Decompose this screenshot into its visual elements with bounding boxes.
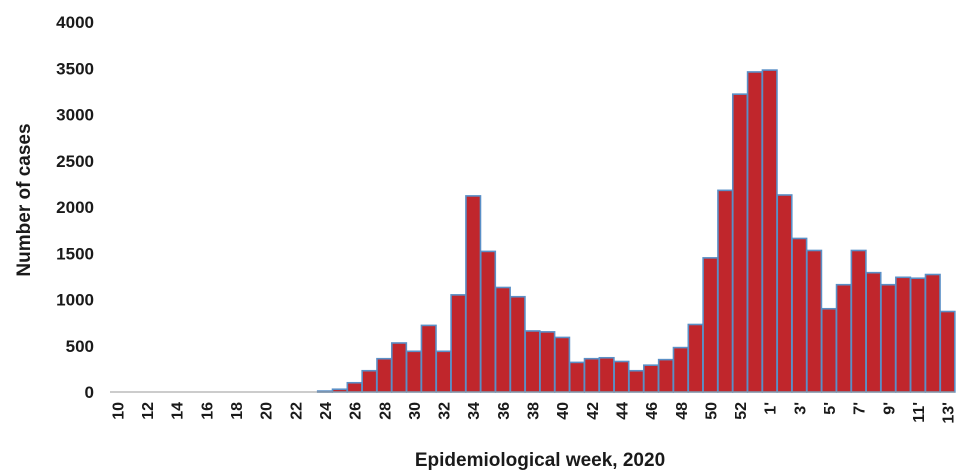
bar — [939, 310, 956, 393]
bar — [717, 189, 734, 393]
bar — [583, 357, 600, 393]
x-tick-label: 10 — [110, 402, 127, 420]
bar — [554, 336, 571, 393]
bar — [865, 271, 882, 393]
bars — [316, 69, 956, 393]
bar — [509, 295, 526, 393]
y-tick-label: 3000 — [56, 106, 94, 125]
x-tick-label: 1' — [763, 402, 780, 415]
x-tick-label: 24 — [318, 402, 335, 420]
x-tick-label: 46 — [644, 402, 661, 420]
x-tick-label: 20 — [259, 402, 276, 420]
x-tick-label: 44 — [614, 402, 631, 420]
x-tick-label: 32 — [437, 402, 454, 420]
bar — [687, 323, 704, 393]
y-tick-label: 1500 — [56, 244, 94, 263]
bar — [761, 69, 778, 393]
bar — [672, 346, 689, 393]
bar — [391, 342, 408, 393]
bar — [420, 324, 437, 393]
bar — [924, 273, 941, 393]
bar — [539, 331, 556, 393]
y-tick-label: 4000 — [56, 13, 94, 32]
y-tick-label: 500 — [66, 337, 94, 356]
bar — [643, 364, 660, 393]
bar — [405, 350, 422, 393]
y-tick-label: 3500 — [56, 59, 94, 78]
bar — [702, 257, 719, 393]
bar — [361, 369, 378, 393]
bar — [465, 195, 482, 393]
bar — [909, 277, 926, 393]
bar — [880, 283, 897, 393]
y-tick-label: 1000 — [56, 291, 94, 310]
y-tick-label: 2000 — [56, 198, 94, 217]
x-axis-label: Epidemiological week, 2020 — [415, 450, 665, 470]
x-tick-label: 7' — [852, 402, 869, 415]
x-tick-label: 14 — [170, 402, 187, 420]
x-tick-label: 42 — [585, 402, 602, 420]
x-tick-label: 28 — [377, 402, 394, 420]
bar — [479, 250, 497, 393]
x-tick-label: 3' — [792, 402, 809, 415]
bar — [746, 71, 763, 393]
x-tick-label: 22 — [288, 402, 305, 420]
bar — [731, 93, 749, 393]
x-tick-label: 36 — [496, 402, 513, 420]
x-tick-label: 26 — [348, 402, 365, 420]
bar — [568, 361, 586, 393]
bar — [450, 294, 467, 393]
x-tick-label: 16 — [199, 402, 216, 420]
bar — [376, 357, 393, 393]
x-tick-label: 48 — [674, 402, 691, 420]
x-tick-label: 34 — [466, 402, 483, 420]
x-tick-label: 13' — [941, 402, 957, 424]
bar — [613, 360, 630, 393]
bar — [346, 381, 363, 393]
x-tick-label: 12 — [140, 402, 157, 420]
bar — [895, 276, 912, 393]
x-tick-label: 5' — [822, 402, 839, 415]
x-tick-label: 30 — [407, 402, 424, 420]
x-tick-label: 52 — [733, 402, 750, 420]
x-tick-label: 50 — [703, 402, 720, 420]
bar — [835, 283, 852, 393]
bar — [435, 350, 452, 393]
bar — [791, 237, 808, 393]
x-tick-label: 9' — [881, 402, 898, 415]
x-tick-label: 40 — [555, 402, 572, 420]
y-tick-label: 2500 — [56, 152, 94, 171]
y-axis-label: Number of cases — [14, 123, 35, 276]
x-tick-label: 11' — [911, 402, 928, 423]
y-axis-ticks: 0 500 1000 1500 2000 2500 3000 3500 4000 — [56, 13, 94, 402]
bar — [806, 249, 823, 393]
x-tick-label: 18 — [229, 402, 246, 420]
bar — [776, 194, 793, 393]
bar — [820, 307, 838, 393]
bar — [494, 286, 511, 393]
bar — [850, 249, 867, 393]
y-tick-label: 0 — [85, 383, 94, 402]
bar — [598, 356, 615, 393]
bar — [628, 369, 645, 393]
bar — [657, 358, 674, 393]
bar — [524, 330, 541, 393]
x-axis-ticks: 10 12 14 16 18 20 22 24 26 28 30 32 34 36 38 40 42 44 46 48… — [110, 402, 957, 424]
x-tick-label: 38 — [526, 402, 543, 420]
